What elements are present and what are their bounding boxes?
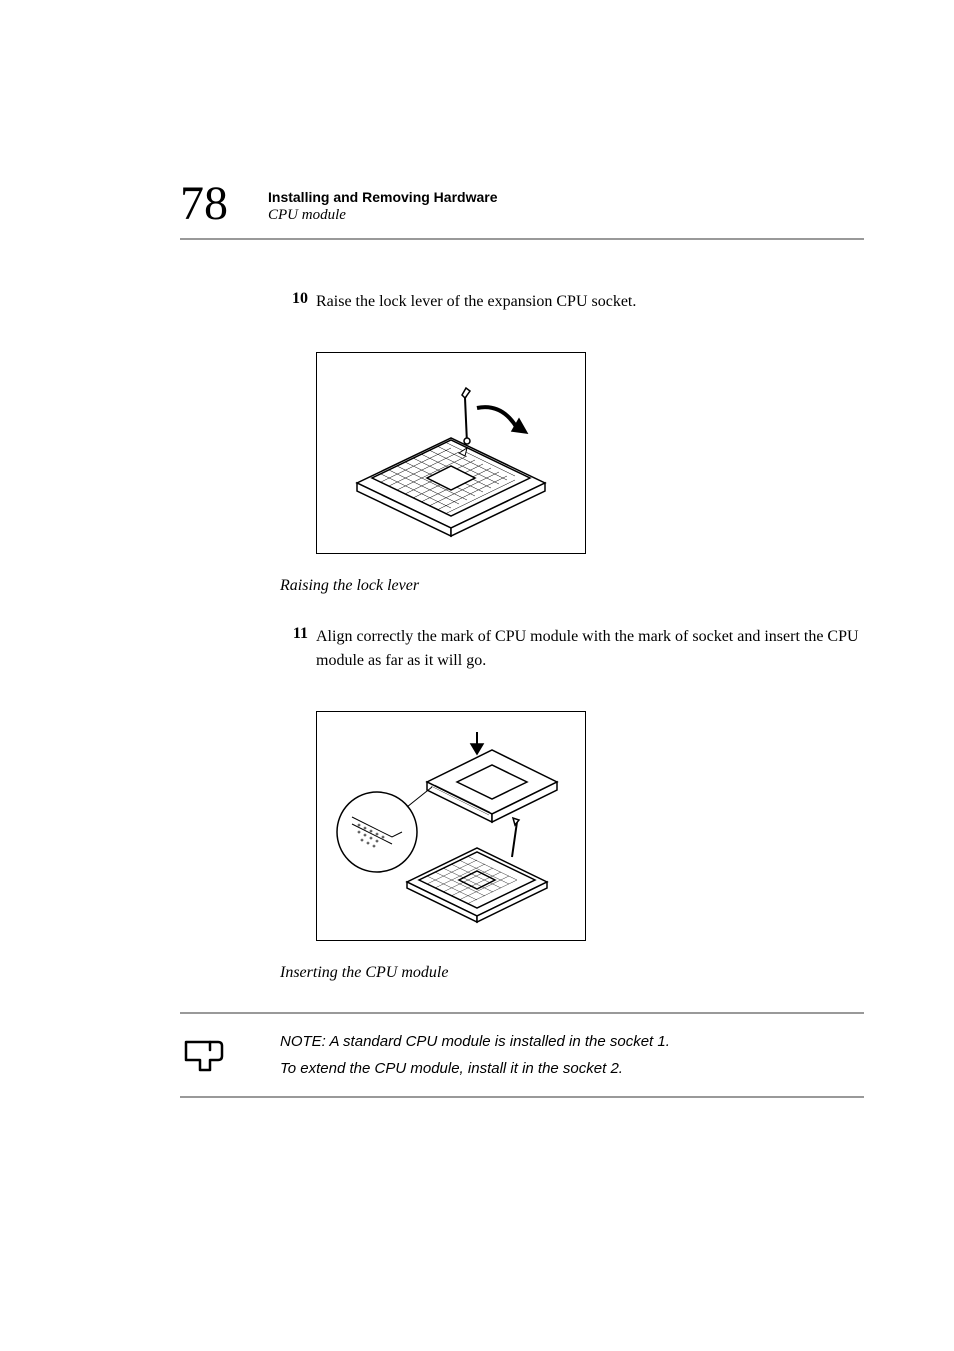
figure2-caption: Inserting the CPU module — [280, 964, 864, 982]
step-11: 11 Align correctly the mark of CPU modul… — [280, 625, 864, 673]
header-divider — [180, 238, 864, 240]
note-section: NOTE: A standard CPU module is installed… — [180, 1012, 864, 1098]
note-line-2: To extend the CPU module, install it in … — [280, 1055, 670, 1082]
figure1-caption: Raising the lock lever — [280, 577, 864, 595]
note-line-1: NOTE: A standard CPU module is installed… — [280, 1028, 670, 1055]
note-body: NOTE: A standard CPU module is installed… — [180, 1028, 864, 1082]
note-hand-icon — [180, 1028, 228, 1076]
step-number: 10 — [280, 290, 308, 314]
step-number: 11 — [280, 625, 308, 673]
note-divider-top — [180, 1012, 864, 1014]
page-number: 78 — [180, 180, 228, 228]
note-text: NOTE: A standard CPU module is installed… — [280, 1028, 670, 1082]
header-text-block: Installing and Removing Hardware CPU mod… — [268, 189, 498, 228]
note-divider-bottom — [180, 1096, 864, 1098]
chapter-title: Installing and Removing Hardware — [268, 189, 498, 206]
section-title: CPU module — [268, 206, 498, 224]
step-10: 10 Raise the lock lever of the expansion… — [280, 290, 864, 314]
page-header: 78 Installing and Removing Hardware CPU … — [180, 180, 864, 228]
figure-raise-lever — [316, 352, 586, 554]
step-text: Raise the lock lever of the expansion CP… — [316, 290, 636, 314]
step-text: Align correctly the mark of CPU module w… — [316, 625, 864, 673]
content-area: 10 Raise the lock lever of the expansion… — [180, 290, 864, 1098]
figure-insert-cpu — [316, 711, 586, 941]
